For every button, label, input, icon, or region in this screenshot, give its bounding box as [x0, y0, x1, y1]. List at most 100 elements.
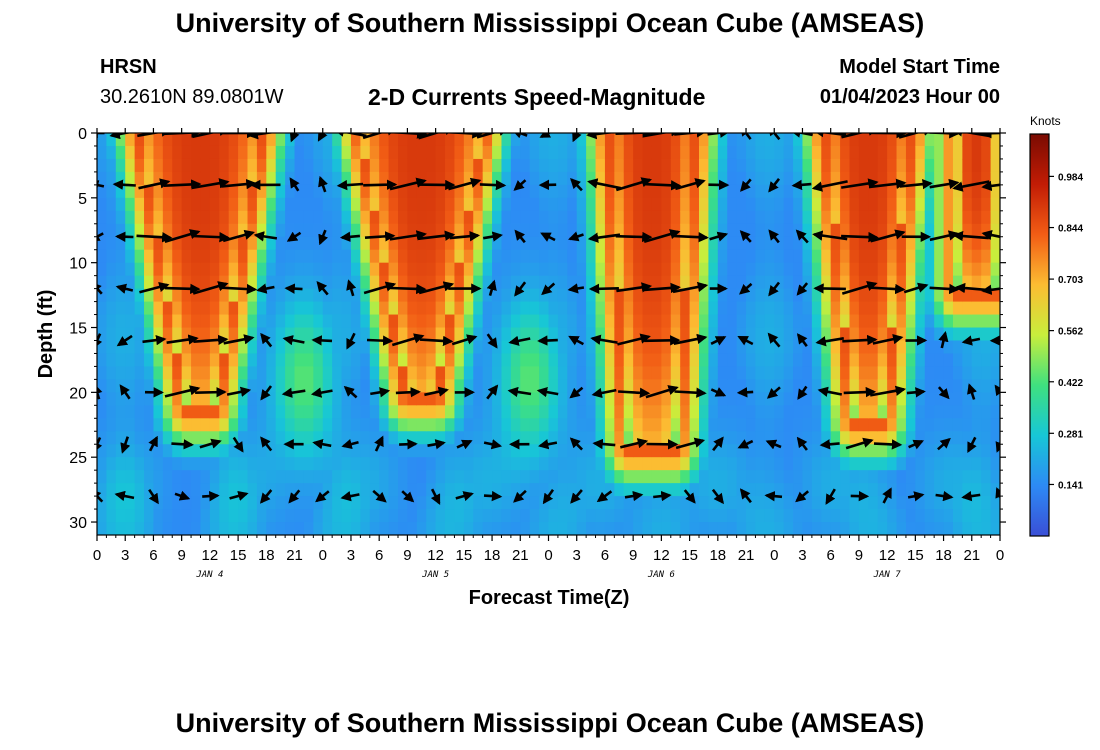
- heatmap-cell: [256, 483, 267, 497]
- current-vector-arrow: [929, 283, 960, 295]
- heatmap-cell: [125, 288, 136, 303]
- heatmap-cell: [557, 379, 568, 393]
- heatmap-cell: [924, 418, 935, 432]
- heatmap-cell: [510, 366, 521, 380]
- heatmap-cell: [783, 184, 794, 199]
- heatmap-cell: [858, 366, 869, 380]
- heatmap-cell: [990, 184, 1000, 199]
- heatmap-cell: [877, 223, 888, 238]
- heatmap-cell: [172, 509, 183, 523]
- heatmap-cell: [209, 483, 220, 497]
- current-vector-arrow: [286, 231, 302, 242]
- heatmap-cell: [313, 522, 324, 535]
- heatmap-cell: [209, 275, 220, 290]
- heatmap-cell: [802, 275, 813, 290]
- heatmap-cell: [172, 379, 183, 393]
- heatmap-cell: [407, 288, 418, 303]
- heatmap-cell: [97, 171, 108, 186]
- heatmap-cell: [209, 509, 220, 523]
- heatmap-cell: [887, 223, 898, 238]
- heatmap-cell: [454, 340, 465, 355]
- heatmap-cell: [162, 522, 173, 535]
- heatmap-cell: [604, 210, 615, 225]
- heatmap-cell: [595, 262, 606, 277]
- heatmap-cell: [868, 444, 879, 458]
- heatmap-cell: [435, 158, 446, 173]
- heatmap-cell: [350, 197, 361, 212]
- heatmap-cell: [717, 457, 728, 471]
- heatmap-cell: [294, 379, 305, 393]
- heatmap-cell: [294, 353, 305, 368]
- heatmap-cell: [821, 379, 832, 393]
- heatmap-cell: [858, 444, 869, 458]
- heatmap-cell: [764, 509, 775, 523]
- heatmap-cell: [962, 483, 973, 497]
- heatmap-cell: [181, 366, 192, 380]
- heatmap-cell: [332, 223, 343, 238]
- heatmap-cell: [727, 145, 738, 160]
- heatmap-cell: [877, 301, 888, 316]
- heatmap-cell: [811, 314, 822, 329]
- heatmap-cell: [877, 483, 888, 497]
- heatmap-cell: [322, 431, 333, 445]
- heatmap-cell: [548, 405, 559, 419]
- heatmap-cell: [924, 184, 935, 199]
- current-vector-arrow: [995, 487, 1000, 500]
- heatmap-cell: [445, 184, 456, 199]
- heatmap-cell: [350, 158, 361, 173]
- heatmap-cell: [971, 431, 982, 445]
- heatmap-cell: [990, 444, 1000, 458]
- current-vector-arrow: [645, 385, 679, 399]
- heatmap-cell: [915, 223, 926, 238]
- heatmap-cell: [680, 236, 691, 251]
- heatmap-cell: [915, 288, 926, 303]
- heatmap-cell: [755, 145, 766, 160]
- heatmap-cell: [699, 444, 710, 458]
- heatmap-cell: [285, 431, 296, 445]
- heatmap-cell: [586, 340, 597, 355]
- heatmap-cell: [482, 353, 493, 368]
- heatmap-cell: [520, 145, 531, 160]
- heatmap-cell: [887, 236, 898, 251]
- heatmap-cell: [755, 379, 766, 393]
- current-vector-arrow: [226, 386, 252, 397]
- heatmap-cell: [416, 133, 427, 147]
- heatmap-cell: [548, 288, 559, 303]
- heatmap-cell: [962, 184, 973, 199]
- heatmap-cell: [887, 418, 898, 432]
- heatmap-cell: [887, 379, 898, 393]
- heatmap-cell: [586, 483, 597, 497]
- heatmap-cell: [501, 249, 512, 264]
- heatmap-cell: [510, 158, 521, 173]
- heatmap-cell: [840, 327, 851, 342]
- heatmap-cell: [915, 158, 926, 173]
- heatmap-cell: [586, 366, 597, 380]
- heatmap-cell: [802, 457, 813, 471]
- heatmap-cell: [303, 236, 314, 251]
- heatmap-cell: [736, 431, 747, 445]
- heatmap-cell: [539, 171, 550, 186]
- heatmap-cell: [689, 262, 700, 277]
- heatmap-cell: [595, 496, 606, 510]
- heatmap-cell: [736, 509, 747, 523]
- heatmap-cell: [473, 366, 484, 380]
- heatmap-cell: [755, 483, 766, 497]
- heatmap-cell: [934, 288, 945, 303]
- heatmap-cell: [896, 184, 907, 199]
- heatmap-cell: [463, 262, 474, 277]
- heatmap-cell: [802, 509, 813, 523]
- heatmap-cell: [125, 197, 136, 212]
- heatmap-cell: [539, 236, 550, 251]
- heatmap-cell: [971, 288, 982, 303]
- heatmap-cell: [134, 509, 145, 523]
- heatmap-cell: [97, 470, 108, 484]
- heatmap-cell: [858, 184, 869, 199]
- heatmap-cell: [670, 210, 681, 225]
- heatmap-cell: [746, 210, 757, 225]
- heatmap-cell: [962, 158, 973, 173]
- heatmap-cell: [774, 184, 785, 199]
- heatmap-cell: [520, 236, 531, 251]
- heatmap-cell: [303, 133, 314, 147]
- day-label: JAN 6: [647, 570, 675, 580]
- heatmap-cell: [896, 483, 907, 497]
